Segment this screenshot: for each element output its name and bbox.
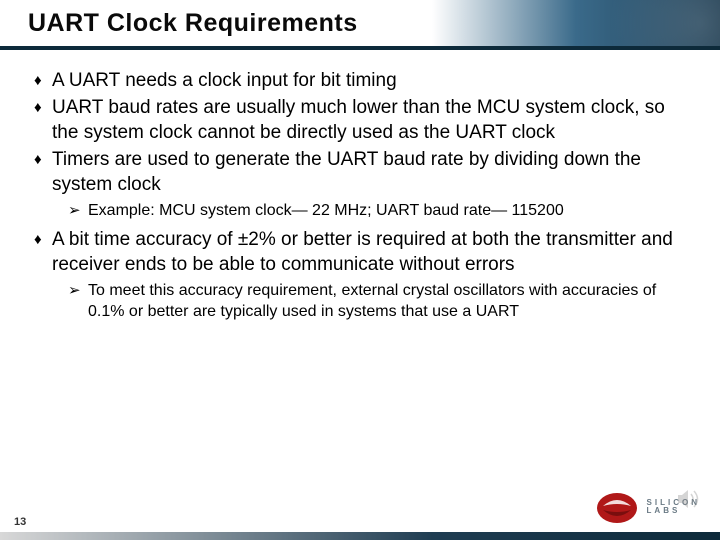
bullet-text: Timers are used to generate the UART bau… [52,147,696,197]
bullet-item: ♦ UART baud rates are usually much lower… [34,95,696,145]
slide-body: ♦ A UART needs a clock input for bit tim… [0,50,720,322]
logo-mark-icon [595,488,639,526]
arrow-bullet-icon: ➢ [68,200,88,221]
sub-bullet-item: ➢ To meet this accuracy requirement, ext… [68,280,696,322]
bullet-item: ♦ Timers are used to generate the UART b… [34,147,696,197]
bullet-text: UART baud rates are usually much lower t… [52,95,696,145]
speaker-icon [676,487,704,516]
bullet-item: ♦ A UART needs a clock input for bit tim… [34,68,696,93]
diamond-bullet-icon: ♦ [34,147,52,197]
page-number: 13 [14,516,26,528]
sub-bullet-text: Example: MCU system clock— 22 MHz; UART … [88,200,564,221]
diamond-bullet-icon: ♦ [34,227,52,277]
diamond-bullet-icon: ♦ [34,95,52,145]
slide-header: UART Clock Requirements [0,0,720,50]
bullet-text: A bit time accuracy of ±2% or better is … [52,227,696,277]
bullet-text: A UART needs a clock input for bit timin… [52,68,397,93]
bullet-item: ♦ A bit time accuracy of ±2% or better i… [34,227,696,277]
arrow-bullet-icon: ➢ [68,280,88,322]
slide-title: UART Clock Requirements [28,9,358,38]
footer-stripe [0,532,720,540]
sub-bullet-item: ➢ Example: MCU system clock— 22 MHz; UAR… [68,200,696,221]
sub-bullet-text: To meet this accuracy requirement, exter… [88,280,696,322]
diamond-bullet-icon: ♦ [34,68,52,93]
